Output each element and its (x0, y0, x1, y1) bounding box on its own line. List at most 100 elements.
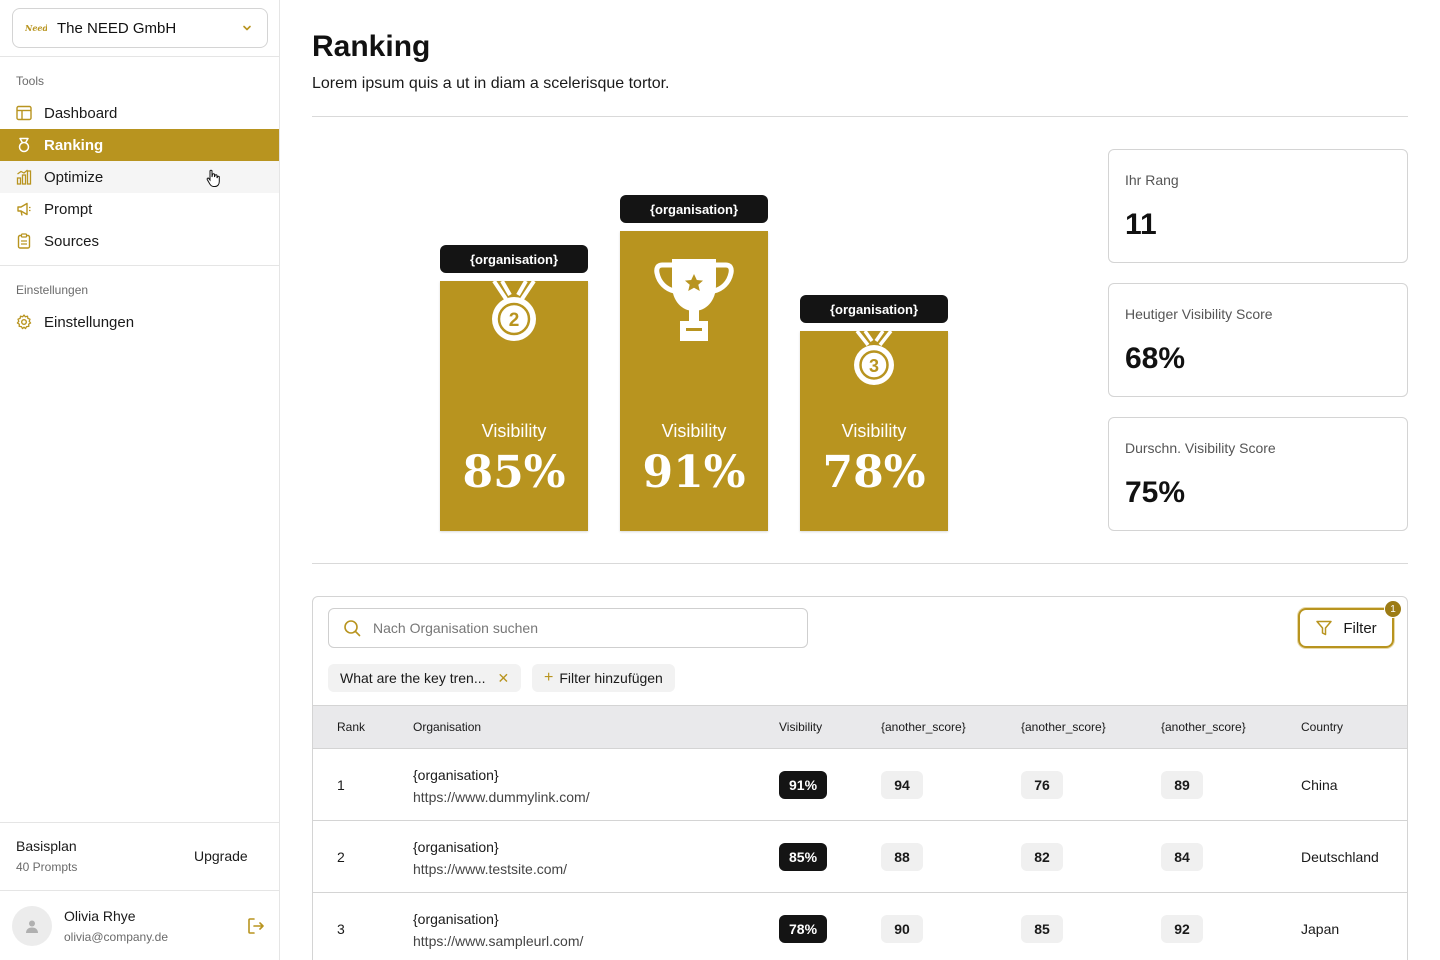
podium-visibility-value: 78% (822, 447, 926, 498)
podium-label-3: {organisation} (800, 295, 948, 323)
clipboard-icon (16, 233, 32, 249)
bar-chart-icon (16, 169, 32, 185)
column-header-visibility[interactable]: Visibility (779, 720, 823, 734)
sidebar-item-optimize[interactable]: Optimize (0, 161, 279, 193)
column-header-organisation[interactable]: Organisation (413, 720, 482, 734)
table-row[interactable]: 1 {organisation} https://www.dummylink.c… (313, 749, 1407, 821)
stat-value: 11 (1125, 208, 1157, 241)
active-filter-chip[interactable]: What are the key tren... ✕ (328, 664, 522, 692)
page-subtitle: Lorem ipsum quis a ut in diam a sceleris… (312, 75, 670, 92)
column-header-score-3[interactable]: {another_score} (1161, 720, 1246, 734)
medal-icon (16, 137, 32, 153)
filter-button-label: Filter (1343, 619, 1377, 637)
country-cell: China (1301, 777, 1338, 793)
country-cell: Deutschland (1301, 849, 1379, 865)
column-header-rank[interactable]: Rank (337, 720, 366, 734)
table-row[interactable]: 2 {organisation} https://www.testsite.co… (313, 821, 1407, 893)
layout-icon (16, 105, 32, 121)
sidebar-divider (0, 265, 279, 266)
sidebar-item-dashboard[interactable]: Dashboard (0, 97, 279, 129)
column-header-score-1[interactable]: {another_score} (881, 720, 966, 734)
organisation-url[interactable]: https://www.dummylink.com/ (413, 789, 590, 805)
upgrade-button[interactable]: Upgrade (194, 848, 248, 864)
organisation-url[interactable]: https://www.testsite.com/ (413, 861, 568, 877)
svg-text:3: 3 (869, 356, 879, 376)
score-badge: 89 (1161, 771, 1203, 799)
svg-text:2: 2 (509, 310, 520, 331)
podium-block-2: 2 Visibility 85% (440, 281, 588, 531)
sidebar: Need The NEED GmbH Tools Dashboard Ranki… (0, 0, 280, 960)
podium-block-3: 3 Visibility 78% (800, 331, 948, 531)
podium-label-2: {organisation} (440, 245, 588, 273)
podium-visibility-value: 85% (462, 447, 566, 498)
podium-visibility-label: Visibility (481, 421, 547, 441)
sidebar-item-label: Dashboard (44, 104, 118, 122)
user-profile[interactable]: Olivia Rhye olivia@company.de (12, 906, 168, 946)
user-email: olivia@company.de (64, 930, 169, 944)
sidebar-item-label: Ranking (44, 136, 104, 154)
plan-info: Basisplan 40 Prompts (16, 838, 77, 874)
workspace-selector[interactable]: Need The NEED GmbH (12, 8, 268, 48)
search-icon (344, 620, 361, 637)
stat-label: Durschn. Visibility Score (1125, 440, 1276, 456)
table-row[interactable]: 3 {organisation} https://www.sampleurl.c… (313, 893, 1407, 960)
table-header: Rank Organisation Visibility {another_sc… (313, 705, 1407, 749)
sidebar-divider (0, 822, 279, 823)
organisation-url[interactable]: https://www.sampleurl.com/ (413, 933, 584, 949)
section-divider (312, 563, 1408, 564)
plus-icon: + (544, 669, 554, 686)
podium-visibility-label: Visibility (841, 421, 907, 441)
stat-label: Ihr Rang (1125, 172, 1179, 188)
stat-label: Heutiger Visibility Score (1125, 306, 1273, 322)
stat-card-today-score: Heutiger Visibility Score 68% (1108, 283, 1408, 397)
avatar (12, 906, 52, 946)
score-badge: 88 (881, 843, 923, 871)
workspace-logo: Need (25, 21, 47, 35)
sidebar-item-sources[interactable]: Sources (0, 225, 279, 257)
sidebar-item-label: Optimize (44, 168, 104, 186)
tools-section-label: Tools (16, 74, 45, 88)
close-icon[interactable]: ✕ (497, 669, 510, 686)
sidebar-item-ranking[interactable]: Ranking (0, 129, 279, 161)
filter-count-badge: 1 (1384, 600, 1402, 618)
podium-label-1: {organisation} (620, 195, 768, 223)
sidebar-item-label: Einstellungen (44, 313, 135, 331)
rank-cell: 1 (337, 777, 345, 793)
logout-icon[interactable] (246, 916, 266, 936)
visibility-badge: 78% (779, 915, 828, 943)
chevron-down-icon (239, 20, 255, 36)
sidebar-item-settings[interactable]: Einstellungen (0, 306, 279, 338)
plan-name: Basisplan (16, 838, 77, 854)
search-box[interactable] (328, 608, 808, 648)
country-cell: Japan (1301, 921, 1340, 937)
stat-value: 68% (1125, 342, 1186, 375)
user-icon (26, 920, 38, 933)
active-filter-label: What are the key tren... (340, 670, 486, 686)
header-divider (312, 116, 1408, 117)
workspace-name: The NEED GmbH (57, 19, 177, 37)
search-input[interactable] (373, 620, 773, 636)
settings-section-label: Einstellungen (16, 283, 89, 297)
score-badge: 82 (1021, 843, 1063, 871)
sidebar-divider (0, 56, 279, 57)
svg-text:Need: Need (25, 23, 47, 33)
medal-third-icon: 3 (854, 331, 894, 385)
column-header-country[interactable]: Country (1301, 720, 1344, 734)
organisation-name: {organisation} (413, 767, 499, 783)
megaphone-icon (16, 201, 32, 217)
sidebar-item-label: Prompt (44, 200, 93, 218)
score-badge: 84 (1161, 843, 1203, 871)
column-header-score-2[interactable]: {another_score} (1021, 720, 1106, 734)
add-filter-button[interactable]: + Filter hinzufügen (532, 664, 675, 692)
score-badge: 76 (1021, 771, 1063, 799)
stat-card-rank: Ihr Rang 11 (1108, 149, 1408, 263)
plan-prompts: 40 Prompts (16, 860, 78, 874)
organisation-name: {organisation} (413, 839, 499, 855)
add-filter-label: Filter hinzufügen (559, 670, 663, 686)
visibility-badge: 91% (779, 771, 828, 799)
score-badge: 94 (881, 771, 923, 799)
filter-button[interactable]: Filter (1298, 608, 1394, 648)
sidebar-item-prompt[interactable]: Prompt (0, 193, 279, 225)
ranking-table-panel: Filter 1 What are the key tren... ✕ + Fi… (312, 596, 1408, 960)
score-badge: 92 (1161, 915, 1203, 943)
